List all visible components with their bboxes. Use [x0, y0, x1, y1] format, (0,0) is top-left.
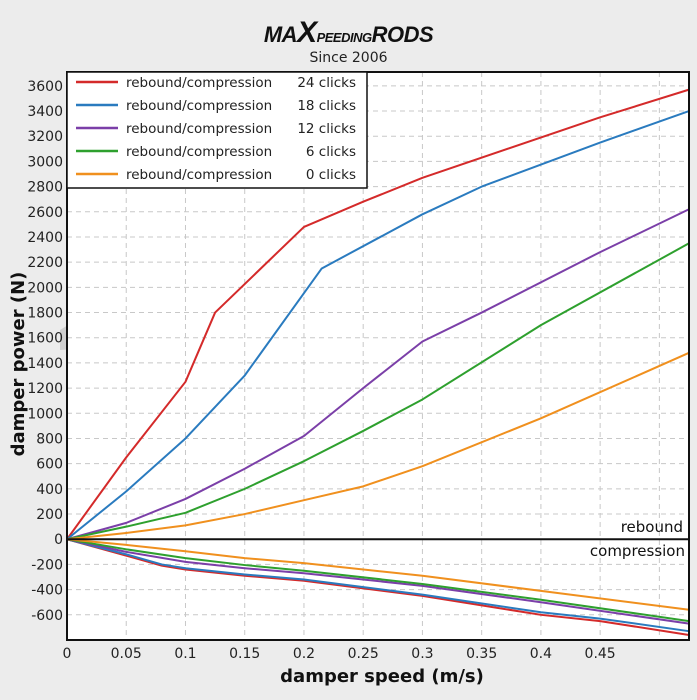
legend-label: rebound/compression: [126, 167, 272, 183]
legend-clicks: 6 clicks: [306, 144, 356, 160]
legend-label: rebound/compression: [126, 75, 272, 91]
series-line-rebound: [66, 242, 690, 541]
series-line-compression: [66, 538, 690, 611]
y-tick-label: 200: [36, 507, 63, 523]
y-tick-label: -400: [31, 583, 63, 599]
x-tick-label: 0.4: [530, 646, 552, 662]
y-tick-label: 2200: [27, 255, 63, 271]
x-axis-label: damper speed (m/s): [280, 666, 484, 687]
y-tick-label: 800: [36, 431, 63, 447]
x-tick-label: 0.25: [348, 646, 379, 662]
y-tick-label: 1800: [27, 306, 63, 322]
y-tick-label: 1600: [27, 331, 63, 347]
logo-mark: MAXPEEDINGRODS: [263, 16, 434, 49]
y-tick-label: 1200: [27, 381, 63, 397]
y-tick-label: 0: [54, 532, 63, 548]
y-tick-label: -200: [31, 557, 63, 573]
x-tick-label: 0.35: [466, 646, 497, 662]
x-tick-label: 0.1: [174, 646, 196, 662]
legend-clicks: 0 clicks: [306, 167, 356, 183]
x-tick-label: 0: [63, 646, 72, 662]
legend-label: rebound/compression: [126, 98, 272, 114]
series-line-compression: [66, 538, 690, 633]
x-tick-label: 0.3: [411, 646, 433, 662]
y-axis-label: damper power (N): [8, 272, 29, 457]
y-tick-label: 3000: [27, 154, 63, 170]
legend-label: rebound/compression: [126, 121, 272, 137]
y-tick-label: 3400: [27, 104, 63, 120]
plot-frame: [66, 71, 690, 641]
series-line-compression: [66, 538, 690, 625]
y-tick-label: 3600: [27, 79, 63, 95]
series-line-rebound: [66, 88, 690, 540]
y-tick-label: 2400: [27, 230, 63, 246]
rebound-label: rebound: [621, 518, 683, 536]
legend-label: rebound/compression: [126, 144, 272, 160]
x-tick-label: 0.2: [293, 646, 315, 662]
y-tick-label: 3200: [27, 129, 63, 145]
y-tick-label: -600: [31, 608, 63, 624]
compression-label: compression: [590, 542, 685, 560]
legend: rebound/compression 24 clicks rebound/comp…: [66, 71, 368, 189]
y-tick-label: 2600: [27, 205, 63, 221]
y-tick-label: 400: [36, 482, 63, 498]
series-line-compression: [66, 538, 690, 636]
x-tick-label: 0.05: [111, 646, 142, 662]
y-tick-label: 2000: [27, 280, 63, 296]
x-tick-label: 0.15: [229, 646, 260, 662]
y-tick-label: 1400: [27, 356, 63, 372]
legend-box: [66, 71, 368, 189]
brand-logo: MAXPEEDINGRODS Since 2006: [0, 16, 697, 66]
legend-clicks: 18 clicks: [297, 98, 356, 114]
series-line-rebound: [66, 208, 690, 541]
legend-clicks: 12 clicks: [297, 121, 356, 137]
y-tick-label: 1000: [27, 406, 63, 422]
x-tick-label: 0.45: [585, 646, 616, 662]
series-line-rebound: [66, 351, 690, 541]
since-label: Since 2006: [309, 50, 388, 66]
series-line-rebound: [66, 110, 690, 541]
y-tick-label: 2800: [27, 180, 63, 196]
series-line-compression: [66, 538, 690, 623]
legend-clicks: 24 clicks: [297, 75, 356, 91]
y-tick-label: 600: [36, 457, 63, 473]
